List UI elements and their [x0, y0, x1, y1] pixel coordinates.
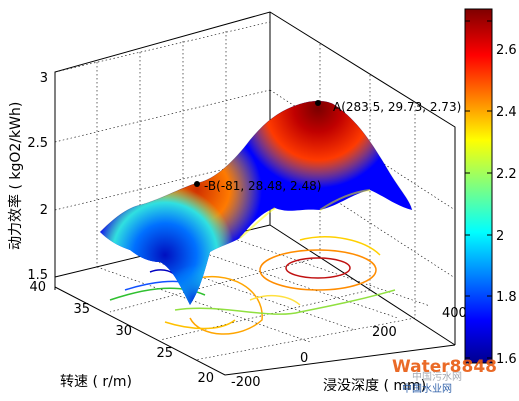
y-axis-ticks: 40 35 30 25 20	[29, 280, 214, 386]
svg-text:2: 2	[40, 203, 48, 218]
svg-text:2.6: 2.6	[496, 43, 517, 58]
surface	[99, 100, 413, 305]
svg-text:20: 20	[197, 371, 214, 386]
x-axis-ticks: -200 0 200 400	[231, 306, 467, 390]
svg-text:中国污水网: 中国污水网	[412, 370, 462, 383]
point-A	[315, 100, 321, 106]
colorbar: 2.6 2.4 2.2 2 1.8 1.6	[464, 8, 517, 367]
y-axis-label: 转速 ( r/m)	[60, 374, 132, 390]
annotation-A: A(283.5, 29.73, 2.73)	[333, 100, 461, 114]
x-axis-label: 浸没深度 ( mm)	[323, 378, 426, 394]
svg-text:1.8: 1.8	[496, 290, 517, 305]
annotations: A(283.5, 29.73, 2.73) -B(-81, 28.48, 2.4…	[194, 100, 461, 193]
svg-text:1.6: 1.6	[496, 352, 517, 367]
svg-text:40: 40	[29, 280, 46, 295]
annotation-B: -B(-81, 28.48, 2.48)	[204, 179, 321, 193]
svg-text:3: 3	[40, 71, 48, 86]
svg-text:中国水业网: 中国水业网	[402, 382, 452, 395]
svg-text:400: 400	[442, 306, 467, 321]
point-B	[194, 181, 200, 187]
svg-text:2: 2	[496, 229, 504, 244]
svg-text:2.4: 2.4	[496, 105, 517, 120]
svg-text:-200: -200	[231, 375, 261, 390]
colorbar-gradient	[464, 8, 493, 364]
svg-text:35: 35	[73, 302, 90, 317]
svg-text:2.5: 2.5	[27, 136, 48, 151]
svg-text:25: 25	[156, 346, 173, 361]
svg-text:0: 0	[300, 351, 308, 366]
svg-text:30: 30	[115, 324, 132, 339]
svg-text:1.5: 1.5	[27, 268, 48, 283]
watermark: 中国污水网 Water8848 中国水业网	[392, 357, 497, 395]
svg-text:2.2: 2.2	[496, 167, 517, 182]
z-axis-label: 动力效率 ( kgO2/kWh)	[7, 102, 24, 250]
svg-text:200: 200	[372, 325, 397, 340]
z-axis-ticks: 3 2.5 2 1.5	[27, 71, 48, 283]
svg-text:Water8848: Water8848	[392, 357, 497, 377]
